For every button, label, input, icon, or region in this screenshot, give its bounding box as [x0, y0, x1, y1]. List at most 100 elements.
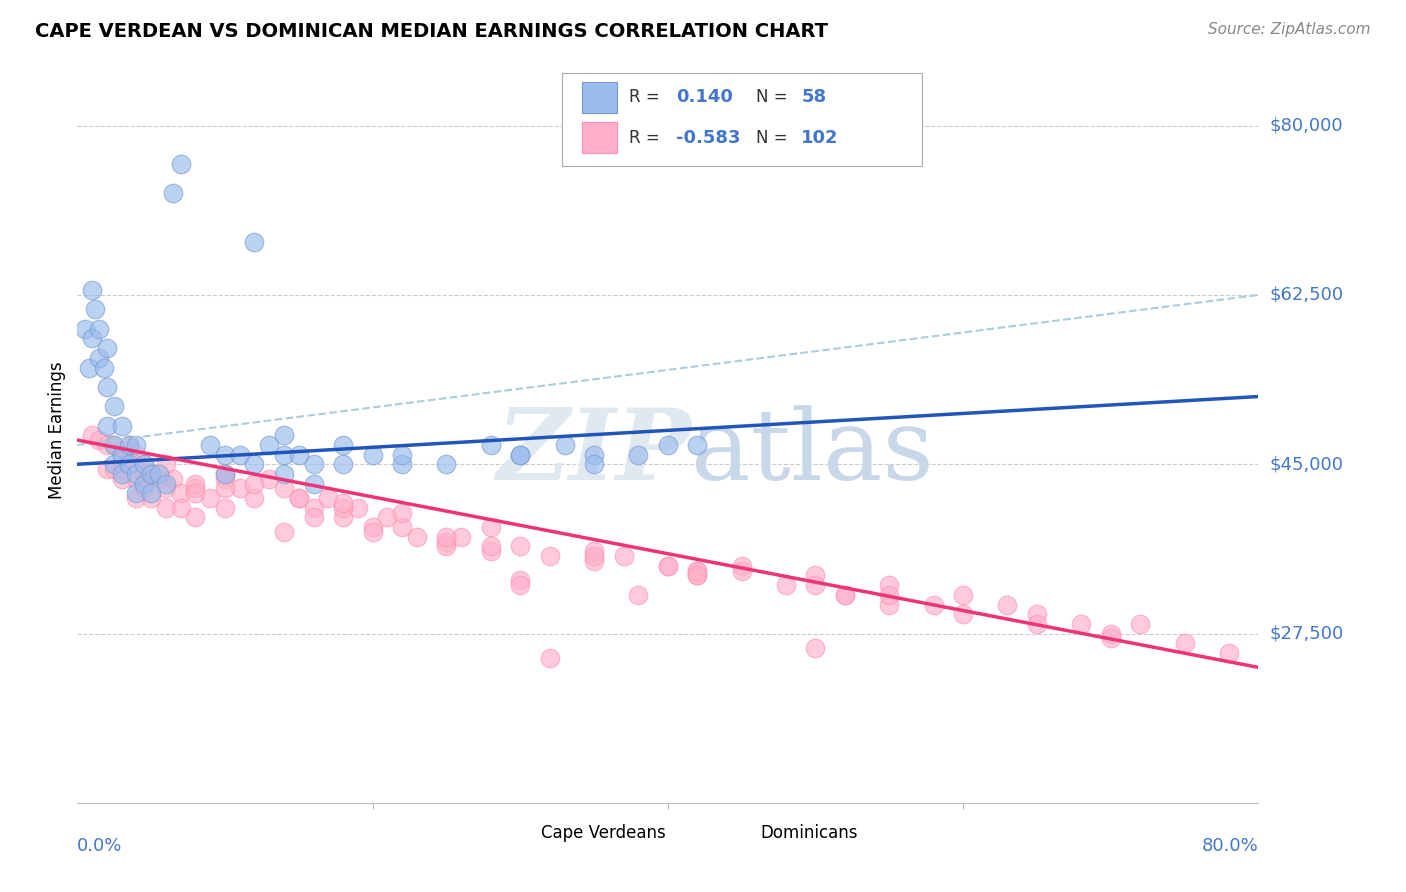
Point — [1099, 632, 1122, 646]
Point — [834, 588, 856, 602]
Point — [273, 448, 295, 462]
Point — [627, 588, 650, 602]
Point — [103, 462, 125, 476]
Point — [1174, 636, 1197, 650]
Point — [118, 438, 141, 452]
Text: 0.140: 0.140 — [676, 88, 733, 106]
Point — [731, 558, 754, 573]
Point — [125, 467, 148, 481]
Point — [259, 438, 281, 452]
Bar — [582, 122, 617, 153]
Point — [93, 360, 115, 375]
Point — [243, 235, 266, 249]
Point — [125, 472, 148, 486]
Text: Cape Verdeans: Cape Verdeans — [541, 823, 666, 841]
Point — [170, 486, 193, 500]
Point — [657, 438, 679, 452]
Y-axis label: Median Earnings: Median Earnings — [48, 361, 66, 500]
Point — [391, 520, 413, 534]
FancyBboxPatch shape — [561, 73, 922, 166]
Point — [96, 462, 118, 476]
Point — [583, 554, 606, 568]
Point — [509, 540, 531, 554]
Point — [200, 491, 222, 505]
Text: ZIP: ZIP — [496, 404, 692, 501]
Point — [1218, 646, 1240, 660]
Point — [804, 640, 827, 655]
Bar — [721, 818, 751, 847]
Point — [479, 520, 502, 534]
Point — [554, 438, 576, 452]
Point — [125, 448, 148, 462]
Point — [214, 467, 236, 481]
Point — [509, 448, 531, 462]
Point — [361, 524, 384, 539]
Point — [1026, 607, 1049, 622]
Point — [657, 558, 679, 573]
Point — [686, 564, 709, 578]
Point — [118, 438, 141, 452]
Point — [922, 598, 945, 612]
Point — [613, 549, 636, 563]
Point — [288, 491, 311, 505]
Point — [361, 520, 384, 534]
Point — [1026, 616, 1049, 631]
Point — [479, 438, 502, 452]
Point — [436, 540, 458, 554]
Point — [184, 486, 207, 500]
Point — [111, 448, 132, 462]
Point — [273, 482, 295, 496]
Point — [391, 457, 413, 471]
Point — [132, 467, 155, 481]
Point — [111, 467, 132, 481]
Point — [228, 448, 252, 462]
Point — [243, 491, 266, 505]
Point — [879, 598, 901, 612]
Point — [834, 588, 856, 602]
Point — [111, 472, 132, 486]
Point — [111, 462, 132, 476]
Point — [775, 578, 797, 592]
Point — [228, 482, 252, 496]
Point — [125, 438, 148, 452]
Point — [332, 438, 354, 452]
Point — [132, 457, 155, 471]
Point — [96, 341, 118, 355]
Point — [509, 578, 531, 592]
Text: Dominicans: Dominicans — [761, 823, 858, 841]
Point — [170, 157, 193, 171]
Point — [377, 510, 399, 524]
Point — [243, 457, 266, 471]
Point — [77, 360, 100, 375]
Text: $62,500: $62,500 — [1270, 286, 1344, 304]
Text: 0.0%: 0.0% — [77, 837, 122, 855]
Point — [96, 438, 118, 452]
Point — [141, 467, 163, 481]
Point — [509, 448, 531, 462]
Point — [804, 578, 827, 592]
Point — [332, 510, 354, 524]
Point — [141, 491, 163, 505]
Point — [132, 457, 155, 471]
Point — [302, 510, 325, 524]
Point — [686, 568, 709, 582]
Point — [132, 482, 155, 496]
Point — [184, 476, 207, 491]
Point — [509, 574, 531, 588]
Point — [332, 457, 354, 471]
Point — [332, 496, 354, 510]
Point — [450, 530, 472, 544]
Point — [89, 322, 111, 336]
Point — [141, 486, 163, 500]
Text: -0.583: -0.583 — [676, 128, 741, 146]
Point — [162, 472, 184, 486]
Point — [361, 448, 384, 462]
Bar — [582, 82, 617, 113]
Point — [125, 491, 148, 505]
Point — [214, 472, 236, 486]
Point — [731, 564, 754, 578]
Bar — [502, 818, 531, 847]
Point — [111, 448, 132, 462]
Point — [686, 568, 709, 582]
Point — [82, 283, 104, 297]
